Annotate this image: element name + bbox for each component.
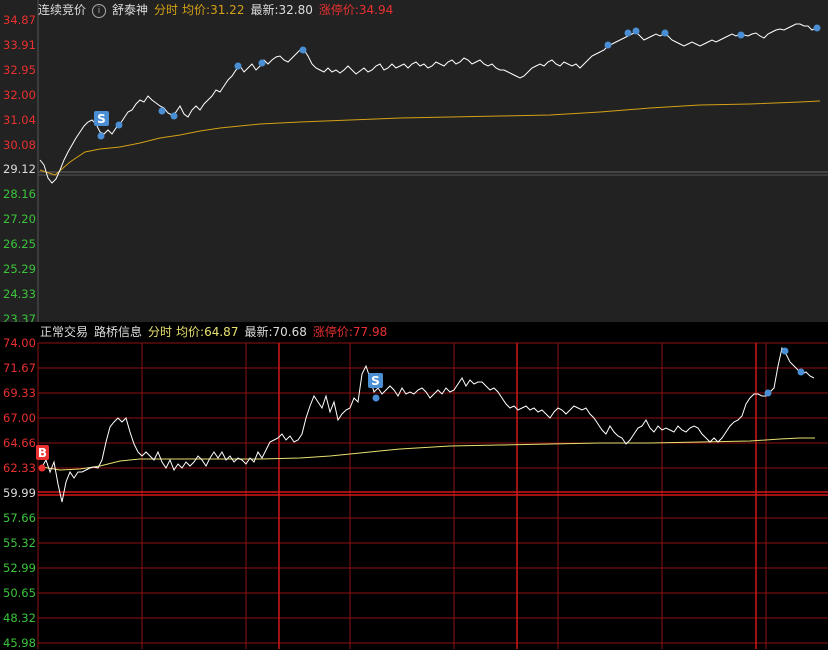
y-tick-label: 24.33	[3, 286, 36, 301]
y-tick-label: 64.66	[3, 436, 36, 450]
trade-markers-top	[97, 24, 821, 140]
y-tick-label: 31.04	[3, 112, 36, 127]
y-tick-label: 55.32	[3, 536, 36, 550]
chart-header-bottom: 正常交易 路桥信息 分时 均价:64.87 最新:70.68 涨停价:77.98	[0, 322, 393, 342]
y-tick-label: 25.29	[3, 262, 36, 276]
stock-name[interactable]: 路桥信息	[94, 325, 143, 339]
y-tick-label: 57.66	[3, 511, 36, 525]
avg-price-line	[41, 437, 815, 471]
price-chart-top[interactable]: S	[0, 0, 828, 322]
y-tick-label: 27.20	[3, 212, 36, 227]
trade-markers-bottom	[38, 347, 805, 472]
stock-name[interactable]: 舒泰神	[112, 3, 149, 17]
price-chart-bottom[interactable]: B S	[0, 322, 828, 649]
y-tick-label: 29.12	[3, 162, 36, 177]
avg-label: 均价:	[182, 3, 211, 17]
mode-label: 分时	[148, 325, 173, 339]
y-tick-label: 33.91	[3, 37, 36, 52]
sell-marker-top	[94, 111, 109, 126]
trading-status: 正常交易	[40, 325, 89, 339]
y-tick-label: 26.25	[3, 237, 36, 252]
buy-marker	[36, 445, 49, 460]
y-tick-label: 62.33	[3, 461, 36, 475]
buy-marker-label: B	[38, 446, 47, 460]
y-tick-label: 71.67	[3, 361, 36, 375]
sell-marker-bottom	[368, 373, 383, 388]
y-tick-label: 74.00	[3, 336, 36, 350]
sell-marker-label-bottom: S	[371, 374, 380, 388]
y-tick-label: 50.65	[3, 586, 36, 600]
avg-value: 31.22	[210, 3, 245, 17]
sell-marker-label-top: S	[97, 112, 106, 126]
avg-label: 均价:	[176, 325, 205, 339]
price-line	[41, 346, 815, 503]
latest-label: 最新:	[250, 3, 279, 17]
y-tick-label: 45.98	[3, 636, 36, 650]
limit-value: 77.98	[352, 325, 388, 339]
price-line	[39, 23, 818, 184]
latest-value: 32.80	[278, 3, 313, 17]
y-tick-label: 69.33	[3, 386, 36, 400]
info-icon[interactable]: i	[92, 3, 107, 18]
avg-price-line	[39, 100, 821, 176]
chart-panel-top[interactable]: 连续竞价 i 舒泰神 分时 均价:31.22 最新:32.80 涨停价:34.94 S 34…	[0, 0, 828, 326]
trading-status: 连续竞价	[38, 3, 87, 17]
grid-bottom	[37, 342, 828, 649]
limit-value: 34.94	[358, 3, 394, 17]
y-tick-label: 67.00	[3, 411, 36, 425]
limit-label: 涨停价:	[318, 3, 359, 17]
y-tick-label: 59.99	[3, 486, 36, 500]
avg-value: 64.87	[204, 325, 239, 339]
latest-label: 最新:	[244, 325, 273, 339]
y-tick-label: 32.95	[3, 62, 36, 77]
y-tick-label: 52.99	[3, 561, 36, 575]
y-tick-label: 23.37	[3, 311, 36, 326]
y-tick-label: 28.16	[3, 187, 36, 202]
chart-header-top: 连续竞价 i 舒泰神 分时 均价:31.22 最新:32.80 涨停价:34.94	[0, 0, 399, 20]
y-tick-label: 48.32	[3, 611, 36, 625]
y-tick-label: 32.00	[3, 87, 36, 102]
y-tick-label: 30.08	[3, 137, 36, 152]
latest-value: 70.68	[272, 325, 307, 339]
chart-panel-bottom[interactable]: 正常交易 路桥信息 分时 均价:64.87 最新:70.68 涨停价:77.98 B S …	[0, 322, 828, 649]
mode-label: 分时	[154, 3, 179, 17]
y-tick-label: 34.87	[3, 13, 36, 27]
limit-label: 涨停价:	[312, 325, 353, 339]
